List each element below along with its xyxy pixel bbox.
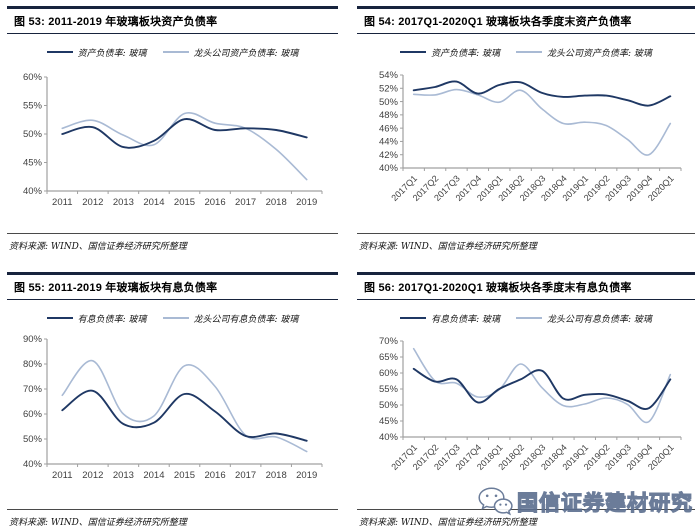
spacer (7, 491, 338, 509)
legend-line-swatch (46, 317, 73, 319)
legend-line-swatch (400, 51, 427, 53)
figure-54-title: 图 54: 2017Q1-2020Q1 玻璃板块各季度末资产负债率 (357, 6, 695, 34)
svg-text:60%: 60% (23, 409, 43, 420)
figure-56-source: 资料来源: WIND、国信证券经济研究所整理 (357, 509, 695, 530)
svg-text:45%: 45% (379, 416, 399, 427)
figure-53-legend: 资产负债率: 玻璃 龙头公司资产负债率: 玻璃 (7, 45, 338, 59)
svg-text:90%: 90% (23, 334, 43, 345)
svg-text:2011: 2011 (52, 197, 72, 208)
svg-text:2018: 2018 (266, 197, 287, 208)
figure-55-panel: 图 55: 2011-2019 年玻璃板块有息负债率 有息负债率: 玻璃 龙头公司… (7, 272, 338, 530)
svg-text:54%: 54% (379, 70, 399, 81)
svg-text:2016: 2016 (204, 470, 225, 481)
legend-line-swatch (46, 51, 73, 53)
legend-label: 资产负债率: 玻璃 (77, 48, 147, 59)
legend-item: 有息负债率: 玻璃 (400, 312, 500, 325)
svg-text:50%: 50% (23, 434, 43, 445)
svg-text:50%: 50% (23, 129, 43, 140)
svg-text:2017: 2017 (235, 197, 256, 208)
figure-54-legend: 资产负债率: 玻璃 龙头公司资产负债率: 玻璃 (357, 45, 695, 59)
legend-item: 龙头公司资产负债率: 玻璃 (162, 46, 299, 59)
legend-item: 龙头公司有息负债率: 玻璃 (162, 312, 299, 325)
svg-text:44%: 44% (379, 137, 399, 148)
svg-text:48%: 48% (379, 110, 399, 121)
svg-text:2018: 2018 (266, 470, 287, 481)
svg-text:2011: 2011 (52, 470, 72, 481)
svg-text:50%: 50% (379, 97, 399, 108)
legend-line-swatch (400, 317, 427, 319)
legend-line-swatch (162, 51, 189, 53)
legend-item: 有息负债率: 玻璃 (46, 312, 147, 325)
legend-label: 资产负债率: 玻璃 (431, 48, 500, 59)
legend-line-swatch (516, 317, 542, 319)
svg-text:60%: 60% (379, 368, 399, 379)
svg-text:2015: 2015 (174, 470, 195, 481)
svg-text:50%: 50% (379, 400, 399, 411)
svg-text:70%: 70% (23, 384, 43, 395)
svg-text:70%: 70% (379, 336, 399, 347)
svg-text:65%: 65% (379, 352, 399, 363)
legend-item: 龙头公司有息负债率: 玻璃 (516, 312, 652, 325)
legend-item: 资产负债率: 玻璃 (400, 46, 500, 59)
legend-label: 龙头公司资产负债率: 玻璃 (547, 48, 652, 59)
figure-54-source: 资料来源: WIND、国信证券经济研究所整理 (357, 233, 695, 254)
svg-text:46%: 46% (379, 123, 399, 134)
svg-text:2013: 2013 (113, 197, 134, 208)
svg-text:40%: 40% (379, 432, 399, 443)
svg-text:40%: 40% (23, 186, 43, 197)
figure-55-legend: 有息负债率: 玻璃 龙头公司有息负债率: 玻璃 (7, 311, 338, 325)
svg-text:2012: 2012 (82, 470, 103, 481)
legend-label: 有息负债率: 玻璃 (431, 314, 500, 325)
spacer (7, 218, 338, 233)
svg-text:2016: 2016 (204, 197, 225, 208)
svg-text:2014: 2014 (143, 197, 164, 208)
legend-line-swatch (516, 51, 542, 53)
svg-text:45%: 45% (23, 158, 43, 169)
svg-text:55%: 55% (379, 384, 399, 395)
figure-56-line-chart: 40%45%50%55%60%65%70%2017Q12017Q22017Q32… (379, 336, 682, 472)
svg-text:55%: 55% (23, 101, 43, 112)
legend-item: 龙头公司资产负债率: 玻璃 (516, 46, 652, 59)
figure-54-panel: 图 54: 2017Q1-2020Q1 玻璃板块各季度末资产负债率 资产负债率:… (357, 6, 695, 254)
spacer (357, 218, 695, 233)
figure-53-line-chart: 40% 45% 50% 55% 60% 2011 2012 2013 2014 2015 2016 2… (23, 72, 323, 208)
figure-56-panel: 图 56: 2017Q1-2020Q1 玻璃板块各季度末有息负债率 有息负债率:… (357, 272, 695, 530)
legend-item: 资产负债率: 玻璃 (46, 46, 147, 59)
legend-label: 有息负债率: 玻璃 (77, 314, 147, 325)
svg-text:2017: 2017 (235, 470, 256, 481)
legend-line-swatch (162, 317, 189, 319)
svg-text:60%: 60% (23, 72, 43, 83)
svg-text:80%: 80% (23, 359, 43, 370)
svg-text:2013: 2013 (113, 470, 134, 481)
figure-55-title: 图 55: 2011-2019 年玻璃板块有息负债率 (7, 272, 338, 300)
figure-56-legend: 有息负债率: 玻璃 龙头公司有息负债率: 玻璃 (357, 311, 695, 325)
figure-53-title: 图 53: 2011-2019 年玻璃板块资产负债率 (7, 6, 338, 34)
svg-text:40%: 40% (23, 459, 43, 470)
legend-label: 龙头公司有息负债率: 玻璃 (547, 314, 652, 325)
svg-text:2019: 2019 (296, 197, 317, 208)
svg-text:42%: 42% (379, 150, 399, 161)
figure-54-line-chart: 40%42%44%46%48%50%52%54%2017Q12017Q22017… (379, 70, 682, 203)
figure-55-source: 资料来源: WIND、国信证券经济研究所整理 (7, 509, 338, 530)
legend-label: 龙头公司有息负债率: 玻璃 (193, 314, 299, 325)
legend-label: 龙头公司资产负债率: 玻璃 (193, 48, 299, 59)
figure-56-title: 图 56: 2017Q1-2020Q1 玻璃板块各季度末有息负债率 (357, 272, 695, 300)
svg-text:2014: 2014 (143, 470, 164, 481)
svg-text:2012: 2012 (82, 197, 103, 208)
spacer (357, 491, 695, 509)
svg-text:40%: 40% (379, 163, 399, 174)
svg-text:52%: 52% (379, 83, 399, 94)
svg-text:2015: 2015 (174, 197, 195, 208)
figure-55-line-chart: 40% 50% 60% 70% 80% 90% 2011 2012 2013 2014 2015 20… (23, 334, 323, 481)
figure-53-source: 资料来源: WIND、国信证券经济研究所整理 (7, 233, 338, 254)
figure-53-panel: 图 53: 2011-2019 年玻璃板块资产负债率 资产负债率: 玻璃 龙头公司… (7, 6, 338, 254)
svg-text:2019: 2019 (296, 470, 317, 481)
